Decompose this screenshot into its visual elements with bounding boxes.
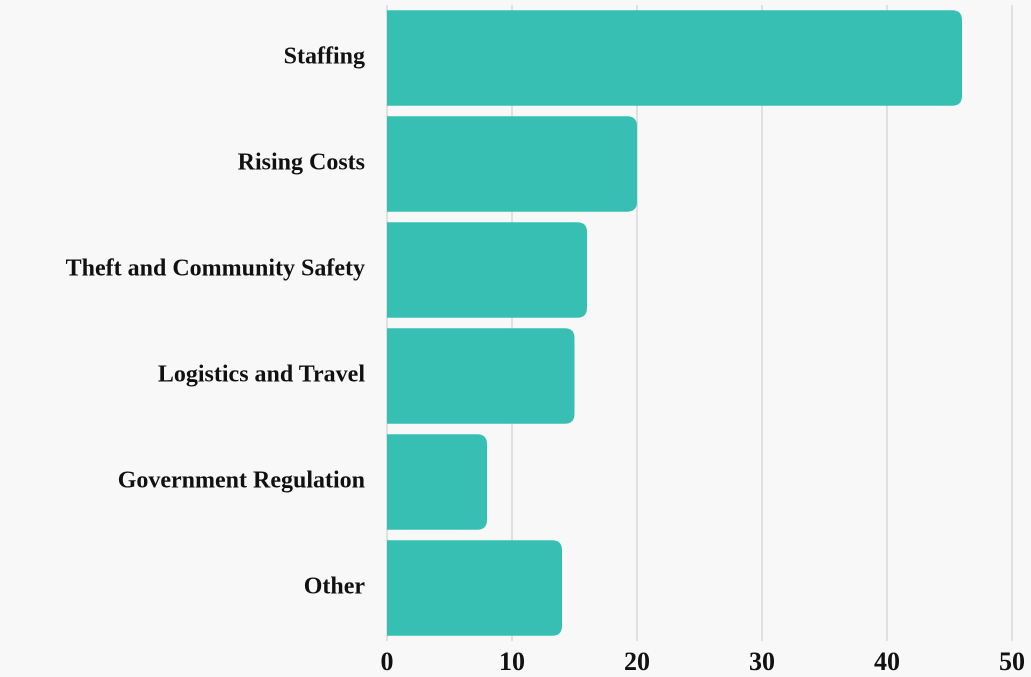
x-tick-label: 50	[999, 647, 1025, 676]
bar	[387, 10, 962, 106]
x-tick-label: 20	[624, 647, 650, 676]
y-tick-label: Staffing	[284, 44, 365, 70]
bar	[387, 540, 562, 636]
x-tick-label: 10	[499, 647, 525, 676]
x-tick-label: 30	[749, 647, 775, 676]
x-tick-label: 40	[874, 647, 900, 676]
bar	[387, 328, 575, 424]
bar	[387, 116, 637, 212]
bar	[387, 222, 587, 318]
x-tick-label: 0	[381, 647, 394, 676]
bar	[387, 434, 487, 530]
y-tick-label: Theft and Community Safety	[66, 256, 365, 282]
y-tick-label: Government Regulation	[118, 468, 365, 494]
y-tick-label: Other	[304, 574, 366, 600]
y-tick-label: Rising Costs	[238, 150, 365, 176]
y-tick-label: Logistics and Travel	[158, 362, 365, 388]
